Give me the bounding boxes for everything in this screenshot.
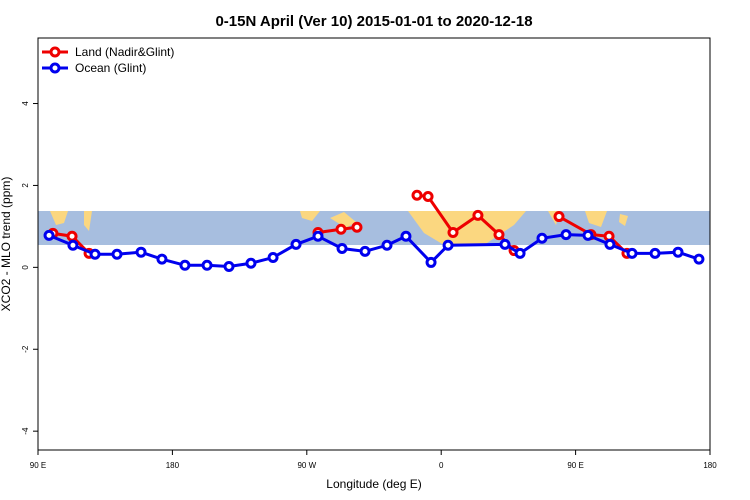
point [267,252,279,264]
point [111,248,123,260]
point [604,238,616,250]
point [381,239,393,251]
point [553,211,565,223]
point [425,256,437,268]
point [336,243,348,255]
legend-label: Land (Nadir&Glint) [75,45,174,59]
point [89,248,101,260]
point [335,223,347,235]
y-tick-label: 0 [21,265,30,270]
point [649,247,661,259]
x-tick-label: 180 [166,461,180,470]
point [400,230,412,242]
point [422,190,434,202]
point [626,247,638,259]
point [514,247,526,259]
point [67,239,79,251]
legend-marker [49,46,61,58]
point [351,221,363,233]
point [290,238,302,250]
point [447,227,459,239]
y-axis-label: XCO2 - MLO trend (ppm) [0,177,13,312]
y-tick-label: 4 [21,101,30,106]
point [411,189,423,201]
point [582,229,594,241]
x-tick-label: 0 [439,461,444,470]
point [536,232,548,244]
point [135,246,147,258]
x-tick-label: 90 E [30,461,46,470]
point [499,238,511,250]
plot-frame [37,37,711,451]
legend-label: Ocean (Glint) [75,61,146,75]
point [312,230,324,242]
point [156,253,168,265]
point [223,261,235,273]
point [179,259,191,271]
point [201,259,213,271]
legend-marker [49,62,61,74]
point [66,230,78,242]
point [693,253,705,265]
x-tick-label: 90 E [567,461,583,470]
point [245,257,257,269]
x-tick-label: 180 [703,461,717,470]
x-tick-label: 90 W [297,461,316,470]
y-tick-label: -2 [21,345,30,353]
point [472,209,484,221]
point [43,229,55,241]
point [672,246,684,258]
point [359,245,371,257]
chart-title: 0-15N April (Ver 10) 2015-01-01 to 2020-… [215,13,532,30]
point [493,229,505,241]
y-tick-label: 2 [21,183,30,188]
y-tick-label: -4 [21,427,30,435]
x-axis-label: Longitude (deg E) [326,477,421,491]
point [560,229,572,241]
point [442,239,454,251]
